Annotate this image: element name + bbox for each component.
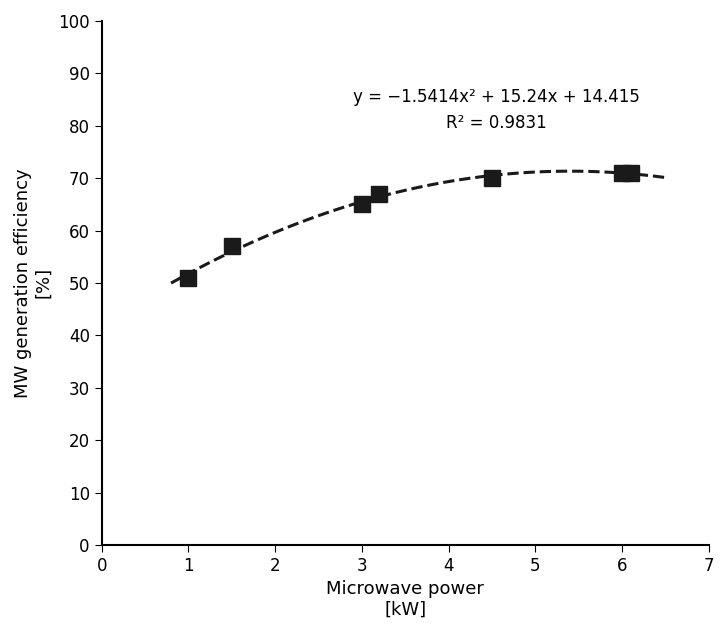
Y-axis label: MW generation efficiency
[%]: MW generation efficiency [%] [14, 168, 52, 398]
X-axis label: Microwave power
[kW]: Microwave power [kW] [326, 580, 484, 619]
Text: y = −1.5414x² + 15.24x + 14.415
R² = 0.9831: y = −1.5414x² + 15.24x + 14.415 R² = 0.9… [353, 88, 640, 132]
